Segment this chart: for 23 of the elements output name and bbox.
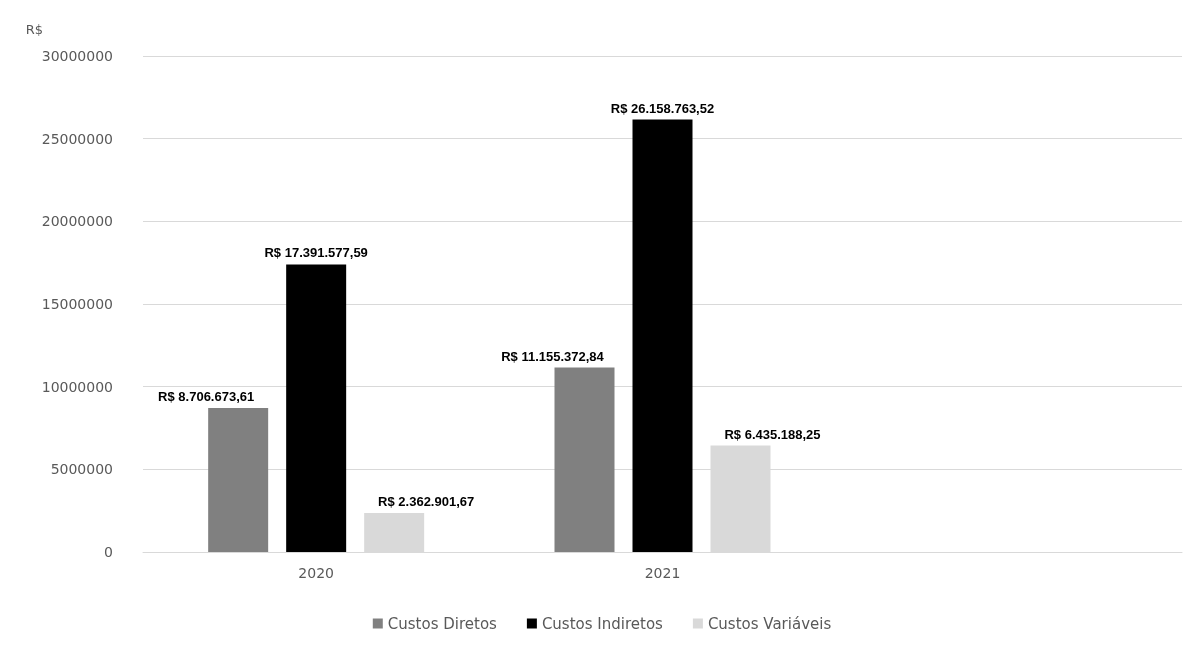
legend-label: Custos Variáveis [707, 614, 832, 633]
data-label: R$ 2.362.901,67 [378, 493, 475, 509]
legend-label: Custos Indiretos [541, 614, 664, 633]
bar [208, 408, 269, 552]
data-label: R$ 11.155.372,84 [501, 348, 605, 364]
y-tick-label: 20000000 [41, 213, 113, 230]
y-tick-label: 25000000 [41, 130, 113, 147]
bar [632, 119, 693, 552]
y-axis-title: R$ [25, 22, 43, 37]
data-label: R$ 17.391.577,59 [264, 245, 368, 261]
data-label: R$ 6.435.188,25 [724, 426, 821, 442]
bar [554, 367, 615, 552]
data-label: R$ 8.706.673,61 [158, 389, 255, 405]
legend-label: Custos Diretos [387, 614, 498, 633]
y-tick-label: 0 [104, 544, 113, 560]
y-tick-label: 10000000 [41, 378, 113, 395]
y-tick-label: 30000000 [41, 48, 113, 64]
data-label: R$ 26.158.763,52 [610, 100, 715, 116]
y-tick-label: 5000000 [50, 461, 113, 478]
x-tick-label: 2021 [644, 565, 681, 581]
bar [286, 264, 347, 552]
x-tick-label: 2020 [298, 565, 334, 581]
y-tick-label: 15000000 [41, 296, 113, 312]
